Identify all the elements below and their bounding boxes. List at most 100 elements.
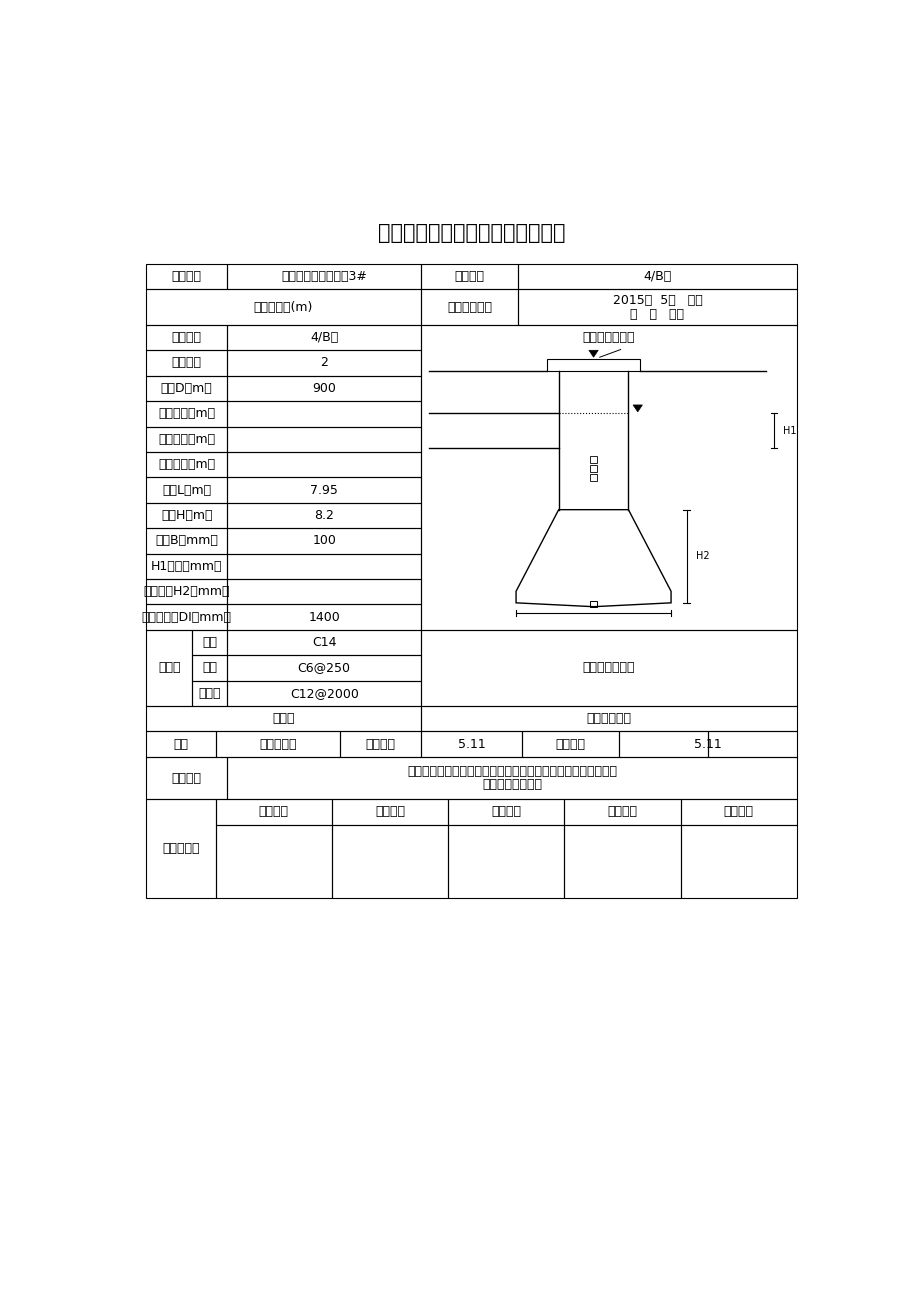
Bar [146, 799, 216, 898]
Bar [517, 264, 796, 289]
Bar [192, 630, 227, 655]
Text: 桩位编号: 桩位编号 [454, 271, 484, 284]
Bar [227, 350, 421, 376]
Bar [227, 427, 421, 452]
Bar [146, 401, 227, 427]
Text: C6@250: C6@250 [298, 661, 350, 674]
Bar [146, 427, 227, 452]
Bar [421, 630, 796, 706]
Bar [146, 478, 227, 503]
Text: 7.95: 7.95 [310, 483, 338, 496]
Text: 桩型: 桩型 [173, 738, 188, 751]
Text: 扩大头尺寸DI（mm）: 扩大头尺寸DI（mm） [142, 611, 232, 624]
Text: 持力层: 持力层 [272, 712, 294, 725]
Bar [216, 824, 332, 898]
Bar [339, 732, 421, 756]
Bar [547, 359, 640, 371]
Bar [146, 503, 227, 529]
Bar [192, 681, 227, 706]
Text: 4/B轴: 4/B轴 [642, 271, 671, 284]
Bar [332, 824, 448, 898]
Bar [227, 376, 421, 401]
Text: 孔底标高（m）: 孔底标高（m） [158, 458, 215, 471]
Text: 建设单位: 建设单位 [491, 806, 521, 819]
Text: 人工挖孔灌注桩成孔施工验收记录: 人工挖孔灌注桩成孔施工验收记录 [378, 223, 564, 243]
Bar [146, 706, 421, 732]
Text: 工程名称: 工程名称 [172, 271, 201, 284]
Text: 2015年  5月   日至: 2015年 5月 日至 [612, 294, 701, 307]
Bar [421, 289, 517, 326]
Bar [332, 799, 448, 824]
Bar [564, 799, 680, 824]
Text: H1: H1 [782, 426, 796, 436]
Text: 勘察单位: 勘察单位 [375, 806, 404, 819]
Bar [521, 732, 618, 756]
Bar [680, 799, 796, 824]
Text: 桩顶标高（m）: 桩顶标高（m） [158, 432, 215, 445]
Bar [227, 630, 421, 655]
Bar [146, 529, 227, 553]
Bar [589, 600, 596, 607]
Bar [589, 456, 596, 462]
Bar [589, 474, 596, 482]
Bar [146, 579, 227, 604]
Text: 100: 100 [312, 534, 335, 547]
Bar [517, 289, 796, 326]
Bar [680, 824, 796, 898]
Bar [216, 732, 339, 756]
Bar [146, 756, 227, 799]
Text: 设计及规范要求。: 设计及规范要求。 [482, 779, 541, 792]
Bar [227, 264, 421, 289]
Text: 桩径D（m）: 桩径D（m） [161, 381, 212, 395]
Bar [227, 529, 421, 553]
Text: 造孔起止时间: 造孔起止时间 [447, 301, 492, 314]
Text: 加径筋: 加径筋 [199, 687, 221, 699]
Text: 4/B轴: 4/B轴 [310, 331, 338, 344]
Bar [227, 452, 421, 478]
Text: 桩身编号: 桩身编号 [172, 357, 201, 370]
Text: 箍筋: 箍筋 [202, 661, 217, 674]
Bar [589, 465, 596, 471]
Bar [146, 289, 421, 326]
Text: 2: 2 [320, 357, 328, 370]
Text: 经现场勘察，桩端已进入风化岩石层，桩径、桩长、桩位均符合: 经现场勘察，桩端已进入风化岩石层，桩径、桩长、桩位均符合 [407, 764, 617, 777]
Text: 设计单位: 设计单位 [258, 806, 289, 819]
Text: 施工单位: 施工单位 [723, 806, 753, 819]
Bar [564, 824, 680, 898]
Bar [227, 553, 421, 579]
Text: 注：人工挖孔桩: 注：人工挖孔桩 [582, 661, 635, 674]
Text: C14: C14 [312, 635, 336, 648]
Text: 900: 900 [312, 381, 335, 395]
Text: 浇筑时间: 浇筑时间 [555, 738, 584, 751]
Bar [227, 503, 421, 529]
Bar [146, 452, 227, 478]
Text: 主筋: 主筋 [202, 635, 217, 648]
Text: 5.11: 5.11 [693, 738, 721, 751]
Text: H1尺寸（mm）: H1尺寸（mm） [151, 560, 222, 573]
Bar [227, 579, 421, 604]
Bar [227, 655, 421, 681]
Text: 现场成孔示意图: 现场成孔示意图 [582, 331, 635, 344]
Text: 原地面标高(m): 原地面标高(m) [254, 301, 312, 314]
Text: 结论意见: 结论意见 [172, 772, 201, 785]
Bar [227, 401, 421, 427]
Text: C12@2000: C12@2000 [289, 687, 358, 699]
Bar [146, 630, 192, 706]
Bar [448, 799, 564, 824]
Bar [227, 326, 421, 350]
Bar [216, 799, 332, 824]
Text: 护壁B（mm）: 护壁B（mm） [155, 534, 218, 547]
Bar [618, 732, 707, 756]
Text: 入岩深度H2（mm）: 入岩深度H2（mm） [143, 585, 230, 598]
Text: 8.2: 8.2 [314, 509, 334, 522]
Bar [146, 732, 216, 756]
Bar [421, 264, 517, 289]
Bar [146, 604, 227, 630]
Text: 桩长L（m）: 桩长L（m） [162, 483, 211, 496]
Text: 孔深H（m）: 孔深H（m） [161, 509, 212, 522]
Bar [421, 732, 521, 756]
Bar [227, 604, 421, 630]
Bar [448, 824, 564, 898]
Text: 桩位编号: 桩位编号 [172, 331, 201, 344]
Text: 签字公章栏: 签字公章栏 [162, 842, 199, 855]
